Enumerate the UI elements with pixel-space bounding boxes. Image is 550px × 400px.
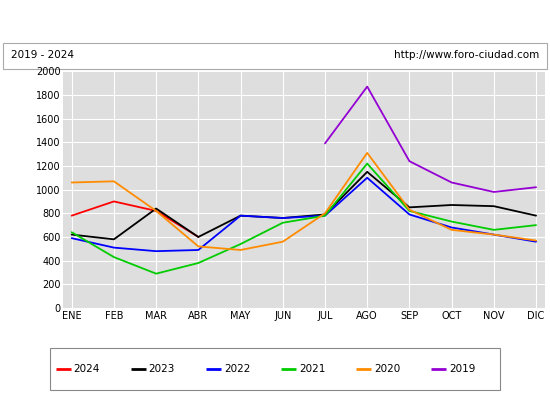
Text: 2019 - 2024: 2019 - 2024	[11, 50, 74, 60]
Text: 2021: 2021	[299, 364, 326, 374]
Text: 2024: 2024	[74, 364, 100, 374]
Text: 2023: 2023	[148, 364, 175, 374]
Text: 2022: 2022	[224, 364, 250, 374]
Text: 2020: 2020	[374, 364, 400, 374]
Text: 2019: 2019	[449, 364, 476, 374]
Text: http://www.foro-ciudad.com: http://www.foro-ciudad.com	[394, 50, 539, 60]
Text: Evolucion Nº Turistas Nacionales en el municipio de Oroso: Evolucion Nº Turistas Nacionales en el m…	[81, 14, 469, 28]
